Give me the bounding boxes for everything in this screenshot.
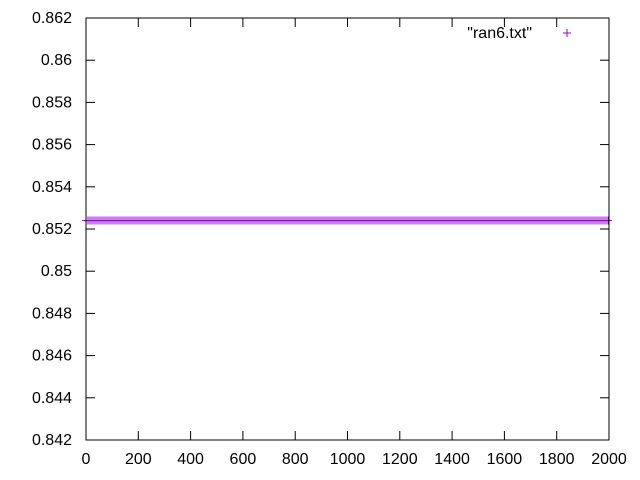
series-points <box>82 216 612 225</box>
y-tick-label: 0.85 <box>41 263 72 280</box>
legend-label: "ran6.txt" <box>467 25 532 42</box>
y-tick-label: 0.862 <box>32 10 72 27</box>
x-tick-label: 200 <box>125 451 152 468</box>
legend: "ran6.txt" <box>467 25 571 42</box>
x-tick-label: 400 <box>177 451 204 468</box>
x-tick-label: 600 <box>230 451 257 468</box>
y-tick-label: 0.844 <box>32 390 72 407</box>
y-tick-label: 0.852 <box>32 221 72 238</box>
y-tick-label: 0.854 <box>32 179 72 196</box>
y-tick-label: 0.846 <box>32 348 72 365</box>
x-tick-label: 1400 <box>434 451 470 468</box>
x-tick-label: 1800 <box>539 451 575 468</box>
x-tick-label: 800 <box>282 451 309 468</box>
x-tick-label: 1600 <box>487 451 523 468</box>
y-tick-label: 0.842 <box>32 432 72 449</box>
y-tick-label: 0.858 <box>32 94 72 111</box>
x-tick-label: 1200 <box>382 451 418 468</box>
x-tick-label: 1000 <box>330 451 366 468</box>
y-tick-label: 0.848 <box>32 305 72 322</box>
y-tick-label: 0.856 <box>32 137 72 154</box>
y-tick-label: 0.86 <box>41 52 72 69</box>
axes: 0.842 0.844 0.846 0.848 0.85 0.852 0.854 0.856 0… <box>32 10 627 468</box>
legend-marker <box>563 29 571 37</box>
data-marks <box>82 216 612 225</box>
x-tick-label: 0 <box>82 451 91 468</box>
x-tick-label: 2000 <box>591 451 627 468</box>
